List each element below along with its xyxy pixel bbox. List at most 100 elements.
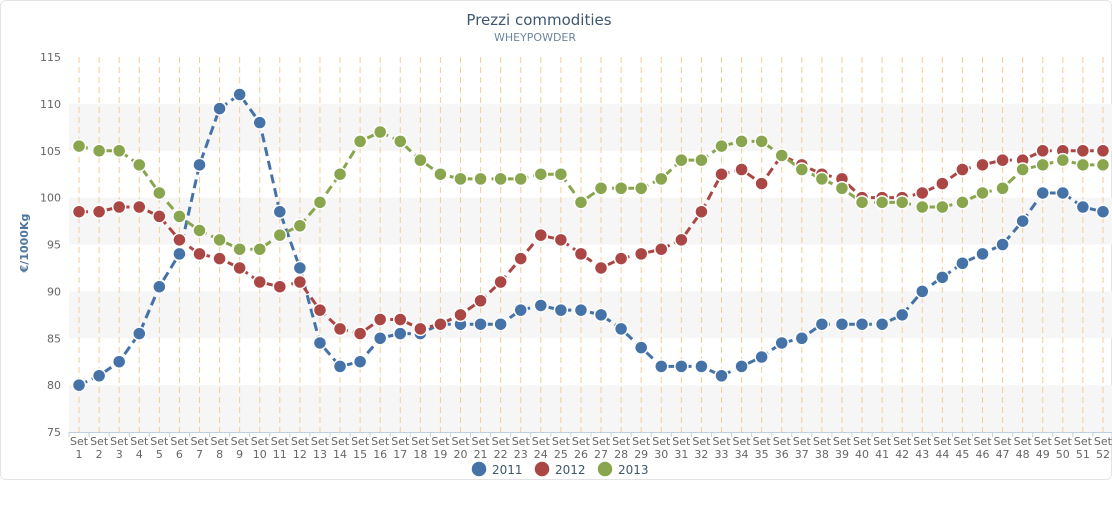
x-tick-number: 25 xyxy=(554,448,568,461)
chart-container: 75 80 85 90 95 100 105 110 115 Set 1 Set 2 Set 3 Set 4 S… xyxy=(0,0,1112,480)
data-point-2012 xyxy=(694,204,709,219)
data-point-2012 xyxy=(1095,143,1111,158)
data-point-2012 xyxy=(393,312,408,327)
series-line-2011 xyxy=(78,93,1104,387)
data-point-2012 xyxy=(734,162,749,177)
data-point-2013 xyxy=(212,232,227,248)
data-point-2011 xyxy=(312,335,328,351)
data-point-2011 xyxy=(332,359,348,374)
legend-marker-2013 xyxy=(596,460,614,478)
plot-bands xyxy=(69,103,1112,432)
x-tick-label: Set xyxy=(211,435,230,448)
data-point-2013 xyxy=(774,148,789,163)
x-tick-number: 12 xyxy=(293,448,307,461)
data-point-2013 xyxy=(894,195,910,210)
data-point-2013 xyxy=(252,241,267,257)
data-point-2011 xyxy=(1035,185,1050,201)
legend-item-2013: 2013 xyxy=(618,463,649,477)
data-point-2011 xyxy=(573,302,589,318)
legend: 2011 2012 2013 xyxy=(470,460,649,478)
x-tick-number: 43 xyxy=(915,448,929,461)
data-point-2011 xyxy=(694,359,709,374)
data-point-2013 xyxy=(734,134,749,149)
data-point-2013 xyxy=(975,185,990,201)
data-point-2013 xyxy=(71,138,87,154)
data-point-2013 xyxy=(292,218,308,233)
data-point-2011 xyxy=(734,359,749,374)
data-point-2012 xyxy=(613,251,629,266)
x-tick-number: 41 xyxy=(875,448,889,461)
data-point-2013 xyxy=(1075,157,1091,173)
x-tick-number: 47 xyxy=(996,448,1010,461)
data-point-2011 xyxy=(834,316,850,332)
x-tick-number: 17 xyxy=(393,448,407,461)
x-tick-number: 36 xyxy=(775,448,789,461)
x-tick-number: 11 xyxy=(273,448,287,461)
data-point-2013 xyxy=(1095,157,1111,173)
x-tick-number: 9 xyxy=(236,448,243,461)
x-tick-number: 24 xyxy=(534,448,548,461)
y-tick-label: 90 xyxy=(47,285,61,298)
x-tick-number: 52 xyxy=(1096,448,1110,461)
x-tick-label: Set xyxy=(371,435,390,448)
x-tick-label: Set xyxy=(552,435,571,448)
y-tick-label: 115 xyxy=(40,51,61,64)
x-tick-label: Set xyxy=(813,435,832,448)
data-point-2013 xyxy=(935,199,950,215)
data-point-2013 xyxy=(613,181,629,196)
y-tick-label: 75 xyxy=(47,426,61,439)
x-tick-number: 7 xyxy=(196,448,203,461)
data-point-2013 xyxy=(433,166,448,182)
data-point-2011 xyxy=(252,115,267,130)
data-point-2012 xyxy=(995,152,1010,168)
legend-marker-2012 xyxy=(533,460,551,478)
x-tick-label: Set xyxy=(492,435,511,448)
x-tick-number: 13 xyxy=(313,448,327,461)
y-tick-label: 100 xyxy=(40,192,61,205)
x-tick-label: Set xyxy=(411,435,430,448)
x-tick-label: Set xyxy=(150,435,169,448)
data-point-2012 xyxy=(714,166,729,182)
data-point-2011 xyxy=(955,256,970,271)
x-tick-number: 10 xyxy=(253,448,267,461)
x-tick-number: 40 xyxy=(855,448,869,461)
x-tick-number: 8 xyxy=(216,448,223,461)
data-point-2013 xyxy=(1035,157,1050,173)
data-point-2013 xyxy=(573,195,589,210)
data-point-2011 xyxy=(172,246,187,262)
data-point-2013 xyxy=(513,171,528,187)
data-point-2012 xyxy=(71,204,87,219)
data-point-2013 xyxy=(111,143,127,158)
x-tick-label: Set xyxy=(130,435,149,448)
vertical-grid xyxy=(78,57,1104,432)
data-point-2011 xyxy=(915,284,930,299)
series-line-2012 xyxy=(79,149,1103,336)
legend-item-2012: 2012 xyxy=(555,463,586,477)
x-tick-label: Set xyxy=(652,435,671,448)
data-point-2012 xyxy=(513,251,528,266)
data-point-2013 xyxy=(332,166,348,182)
chart-subtitle: WHEYPOWDER xyxy=(494,31,576,44)
data-point-2011 xyxy=(91,368,107,383)
x-tick-number: 45 xyxy=(955,448,969,461)
x-tick-number: 37 xyxy=(795,448,809,461)
data-point-2012 xyxy=(1075,143,1091,158)
x-tick-number: 48 xyxy=(1016,448,1030,461)
x-tick-number: 1 xyxy=(76,448,83,461)
data-point-2013 xyxy=(874,195,890,210)
x-tick-label: Set xyxy=(291,435,310,448)
x-tick-label: Set xyxy=(391,435,410,448)
legend-item-2011: 2011 xyxy=(492,463,523,477)
data-point-2011 xyxy=(71,377,87,393)
data-point-2012 xyxy=(232,260,247,276)
y-tick-label: 110 xyxy=(40,98,61,111)
x-tick-label: Set xyxy=(953,435,972,448)
data-point-2012 xyxy=(1035,143,1050,158)
data-point-2013 xyxy=(312,195,328,210)
data-point-2012 xyxy=(573,246,589,262)
x-tick-label: Set xyxy=(90,435,109,448)
data-point-2012 xyxy=(533,227,549,243)
data-point-2013 xyxy=(372,124,388,140)
x-tick-label: Set xyxy=(1074,435,1093,448)
data-point-2012 xyxy=(654,241,669,257)
